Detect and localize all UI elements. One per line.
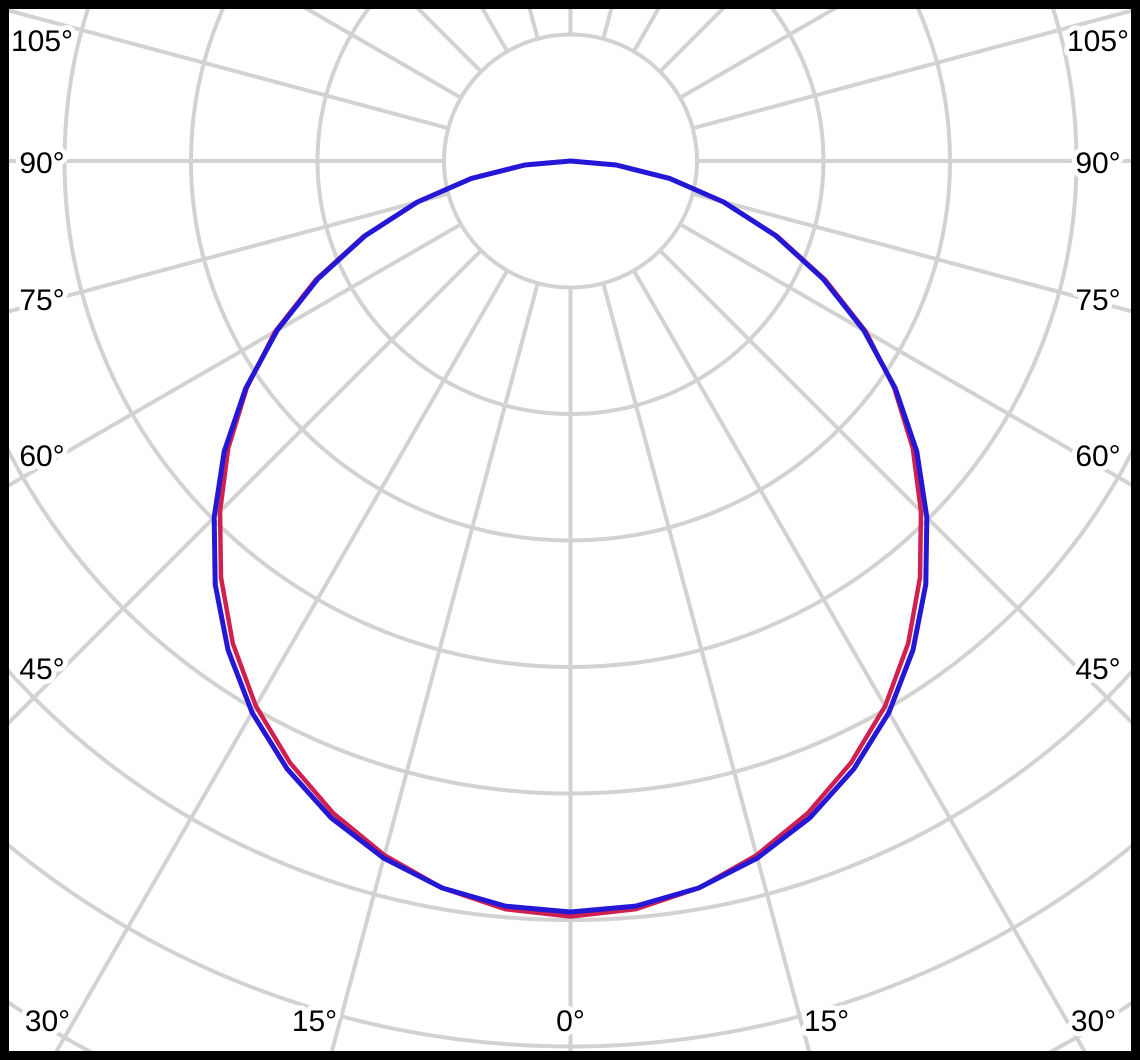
grid-spoke <box>0 222 462 493</box>
angle-label-bottom-l15: 15° <box>292 1005 337 1038</box>
angle-label-bottom-r15: 15° <box>804 1005 849 1038</box>
grid-spoke <box>0 191 449 316</box>
angle-label-right-75: 75° <box>1075 284 1120 317</box>
angle-label-left-60: 60° <box>19 440 64 473</box>
grid-spoke <box>632 269 1092 1060</box>
angle-label-bottom-r30: 30° <box>1071 1005 1116 1038</box>
grid-spoke <box>0 249 483 735</box>
angle-label-left-45: 45° <box>19 653 64 686</box>
grid-spoke <box>601 282 814 1060</box>
grid-spoke <box>692 6 1140 131</box>
grid-spoke <box>658 249 1140 734</box>
grid-spoke <box>679 222 1140 493</box>
grid-spoke <box>327 282 540 1060</box>
grid-spoke <box>49 269 509 1060</box>
angle-label-left-105: 105° <box>11 25 73 58</box>
angle-label-right-60: 60° <box>1075 440 1120 473</box>
angle-label-right-105: 105° <box>1067 25 1129 58</box>
grid-spoke <box>0 6 449 131</box>
grid-spoke <box>692 191 1140 316</box>
angle-label-right-45: 45° <box>1075 653 1120 686</box>
angle-label-left-75: 75° <box>19 284 64 317</box>
angle-label-bottom-c0: 0° <box>556 1005 585 1038</box>
angle-label-left-90: 90° <box>19 147 64 180</box>
intensity-curve-blue <box>211 158 930 915</box>
angle-label-bottom-l30: 30° <box>25 1005 70 1038</box>
angle-label-right-90: 90° <box>1075 147 1120 180</box>
